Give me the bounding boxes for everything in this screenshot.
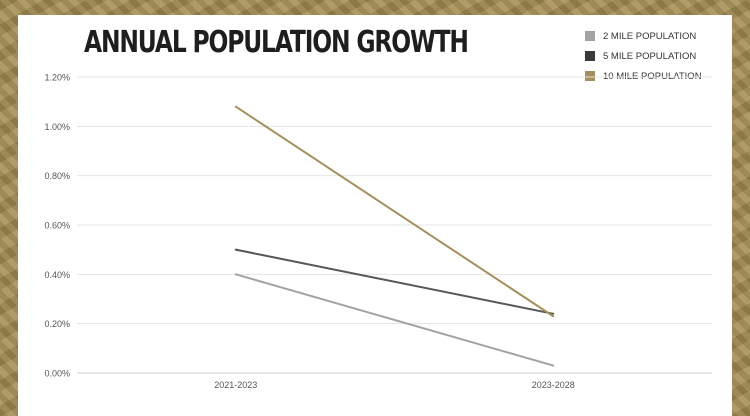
y-tick-label: 0.60% (44, 221, 70, 231)
y-tick-label: 0.20% (44, 319, 70, 329)
legend: 2 MILE POPULATION 5 MILE POPULATION 10 M… (585, 30, 702, 90)
chart-title: ANNUAL POPULATION GROWTH (84, 25, 469, 60)
data-point (234, 248, 237, 251)
data-point (552, 315, 555, 318)
series-line-1 (235, 248, 554, 315)
chart-card: ANNUAL POPULATION GROWTH 2 MILE POPULATI… (18, 15, 732, 416)
legend-item-10-mile: 10 MILE POPULATION (585, 70, 702, 82)
data-point (234, 105, 237, 108)
legend-swatch-5-mile (585, 51, 595, 61)
legend-item-5-mile: 5 MILE POPULATION (585, 50, 702, 62)
y-tick-label: 0.40% (44, 270, 70, 280)
data-point (552, 312, 555, 315)
series-line-0 (235, 273, 554, 367)
y-tick-label: 0.80% (44, 171, 70, 181)
line-chart-plot: 0.00% 0.20% 0.40% 0.60% 0.80% 1.00% 1.20% 2021-… (44, 73, 712, 390)
legend-swatch-10-mile (585, 71, 595, 81)
legend-label-10-mile: 10 MILE POPULATION (603, 70, 702, 82)
legend-label-5-mile: 5 MILE POPULATION (603, 50, 697, 62)
legend-item-2-mile: 2 MILE POPULATION (585, 30, 702, 42)
x-tick-label: 2021-2023 (214, 380, 257, 390)
x-tick-label: 2023-2028 (532, 380, 575, 390)
y-tick-label: 1.00% (44, 122, 70, 132)
data-point (234, 273, 237, 276)
legend-label-2-mile: 2 MILE POPULATION (603, 30, 697, 42)
series-line-2 (235, 105, 554, 318)
y-tick-label: 1.20% (44, 73, 70, 83)
y-tick-label: 0.00% (44, 369, 70, 379)
legend-swatch-2-mile (585, 31, 595, 41)
data-point (552, 364, 555, 367)
